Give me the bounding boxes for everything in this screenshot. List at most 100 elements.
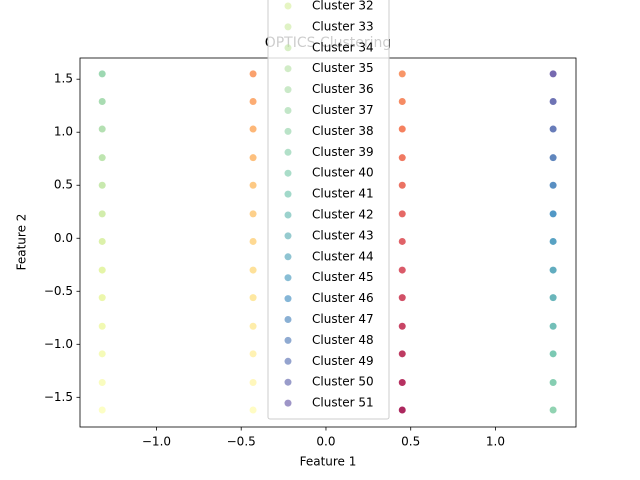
x-tick-label: 1.0 [486, 435, 505, 449]
legend-label: Cluster 49 [312, 354, 374, 368]
point [398, 266, 406, 274]
legend-label: Cluster 32 [312, 0, 374, 13]
point [249, 125, 257, 133]
point [549, 294, 557, 302]
point [398, 294, 406, 302]
legend-marker [284, 65, 292, 73]
legend-label: Cluster 37 [312, 103, 374, 117]
legend-label: Cluster 35 [312, 61, 374, 75]
point [98, 406, 106, 414]
legend-marker [284, 399, 292, 407]
point [98, 181, 106, 189]
y-tick-label: 0.0 [54, 231, 73, 245]
legend-marker [284, 274, 292, 282]
point [398, 125, 406, 133]
legend-marker [284, 253, 292, 261]
point [398, 97, 406, 105]
y-tick-label: 0.5 [54, 178, 73, 192]
legend-marker [284, 23, 292, 31]
legend-label: Cluster 36 [312, 82, 374, 96]
legend-marker [284, 2, 292, 10]
y-tick-label: 1.0 [54, 125, 73, 139]
legend-marker [284, 336, 292, 344]
point [549, 237, 557, 245]
legend-label: Cluster 40 [312, 166, 374, 180]
legend-label: Cluster 42 [312, 208, 374, 222]
point [98, 266, 106, 274]
legend-label: Cluster 48 [312, 333, 374, 347]
point [398, 406, 406, 414]
point [249, 154, 257, 162]
legend-label: Cluster 45 [312, 270, 374, 284]
point [249, 97, 257, 105]
point [549, 210, 557, 218]
legend-marker [284, 86, 292, 94]
point [398, 154, 406, 162]
point [549, 181, 557, 189]
plot-area [98, 70, 557, 414]
x-tick-label: −0.5 [227, 435, 256, 449]
legend-marker [284, 357, 292, 365]
point [249, 237, 257, 245]
point [549, 350, 557, 358]
point [549, 70, 557, 78]
point [98, 378, 106, 386]
x-axis-label: Feature 1 [300, 455, 357, 469]
point [98, 210, 106, 218]
point [549, 125, 557, 133]
point [98, 237, 106, 245]
x-tick-label: 0.5 [401, 435, 420, 449]
y-tick-label: −1.0 [44, 337, 73, 351]
legend-marker [284, 44, 292, 52]
legend-marker [284, 295, 292, 303]
point [98, 70, 106, 78]
y-tick-label: 1.5 [54, 72, 73, 86]
point [249, 210, 257, 218]
legend-marker [284, 211, 292, 219]
legend-label: Cluster 34 [312, 40, 374, 54]
point [249, 378, 257, 386]
legend-label: Cluster 43 [312, 228, 374, 242]
point [398, 378, 406, 386]
point [549, 378, 557, 386]
point [249, 266, 257, 274]
legend-label: Cluster 50 [312, 375, 374, 389]
x-tick-label: −1.0 [142, 435, 171, 449]
point [249, 181, 257, 189]
legend-marker [284, 232, 292, 240]
legend-label: Cluster 33 [312, 19, 374, 33]
legend-marker [284, 148, 292, 156]
point [98, 125, 106, 133]
legend-marker [284, 169, 292, 177]
point [398, 181, 406, 189]
y-axis-label: Feature 2 [15, 214, 29, 271]
point [549, 266, 557, 274]
point [398, 322, 406, 330]
point [549, 154, 557, 162]
point [398, 350, 406, 358]
point [398, 210, 406, 218]
point [249, 350, 257, 358]
legend-label: Cluster 51 [312, 396, 374, 410]
point [249, 294, 257, 302]
legend-label: Cluster 44 [312, 249, 374, 263]
legend: Cluster 32 Cluster 33 Cluster 34 Cluster 35… [267, 0, 390, 420]
legend-label: Cluster 46 [312, 291, 374, 305]
y-tick-label: −1.5 [44, 390, 73, 404]
point [98, 322, 106, 330]
legend-box [267, 0, 390, 420]
point [398, 237, 406, 245]
point [549, 406, 557, 414]
legend-marker [284, 190, 292, 198]
legend-label: Cluster 41 [312, 187, 374, 201]
legend-label: Cluster 39 [312, 145, 374, 159]
legend-marker [284, 107, 292, 114]
y-tick-label: −0.5 [44, 284, 73, 298]
point [249, 70, 257, 78]
legend-marker [284, 378, 292, 386]
legend-label: Cluster 47 [312, 312, 374, 326]
point [98, 350, 106, 358]
x-tick-label: 0.0 [316, 435, 335, 449]
legend-marker [284, 316, 292, 323]
